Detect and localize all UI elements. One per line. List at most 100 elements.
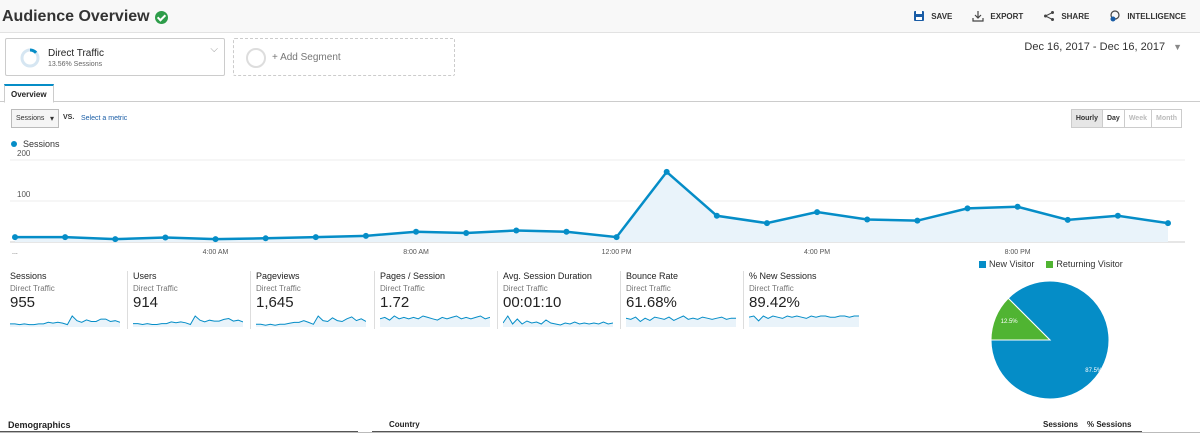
scorecard-value: 1.72 (380, 294, 410, 311)
export-button[interactable]: EXPORT (972, 10, 1023, 22)
data-point[interactable] (463, 229, 470, 236)
granularity-hourly[interactable]: Hourly (1071, 110, 1103, 127)
scorecard-segment: Direct Traffic (380, 284, 425, 293)
top-bar: Audience Overview SAVE EXPORT SHARE INTE… (0, 0, 1200, 33)
chevron-down-icon[interactable]: ⌵ (210, 44, 218, 55)
data-point[interactable] (964, 205, 971, 212)
share-button[interactable]: SHARE (1043, 10, 1089, 22)
export-label: EXPORT (990, 11, 1024, 21)
granularity-day[interactable]: Day (1102, 110, 1125, 127)
data-point[interactable] (112, 236, 119, 243)
intelligence-icon (1110, 10, 1120, 22)
sparkline-line (749, 315, 859, 322)
export-icon (972, 11, 985, 22)
divider (127, 271, 128, 329)
scorecard-sessions[interactable]: Sessions Direct Traffic 955 (10, 271, 126, 331)
visitor-pie-chart[interactable]: 87.5% 12.5% (987, 278, 1113, 402)
data-point[interactable] (262, 235, 269, 242)
date-range-picker[interactable]: Dec 16, 2017 - Dec 16, 2017 ▼ (1024, 41, 1182, 53)
metric-select[interactable]: Sessions (11, 109, 59, 128)
scorecard-pages-session[interactable]: Pages / Session Direct Traffic 1.72 (380, 271, 496, 331)
scorecard-users[interactable]: Users Direct Traffic 914 (133, 271, 249, 331)
sparkline (133, 315, 243, 327)
scorecard-title: Pageviews (256, 271, 300, 281)
data-point[interactable] (362, 232, 369, 239)
data-point[interactable] (1165, 220, 1171, 227)
verified-check-icon (154, 10, 168, 24)
data-point[interactable] (713, 212, 720, 219)
sparkline-line (503, 315, 613, 326)
data-point[interactable] (663, 168, 670, 175)
data-point[interactable] (613, 234, 620, 241)
granularity-week[interactable]: Week (1124, 110, 1152, 127)
date-range-label: Dec 16, 2017 - Dec 16, 2017 (1024, 41, 1166, 53)
data-point[interactable] (864, 216, 871, 223)
x-tick-label: 4:00 AM (203, 249, 229, 256)
scorecard-segment: Direct Traffic (133, 284, 178, 293)
legend-swatch (1046, 261, 1054, 269)
y-tick-label: 100 (17, 190, 31, 199)
save-button[interactable]: SAVE (913, 10, 952, 22)
data-point[interactable] (12, 234, 18, 241)
scorecard-segment: Direct Traffic (626, 284, 671, 293)
pie-slice-returning-visitor[interactable] (990, 297, 1052, 341)
segment-share: 13.56% Sessions (48, 61, 103, 68)
data-point[interactable] (212, 236, 219, 243)
tab-overview[interactable]: Overview (4, 84, 54, 103)
country-column-header[interactable]: Country (389, 420, 420, 429)
demographics-heading: Demographics (8, 420, 71, 430)
pie-slice-label: 87.5% (1085, 368, 1103, 374)
scorecard-segment: Direct Traffic (256, 284, 301, 293)
data-point[interactable] (563, 228, 570, 235)
sparkline (749, 315, 859, 327)
scorecard-new-sessions[interactable]: % New Sessions Direct Traffic 89.42% (749, 271, 865, 331)
x-tick-label: 8:00 PM (1005, 249, 1031, 256)
scorecard-avg-session-duration[interactable]: Avg. Session Duration Direct Traffic 00:01… (503, 271, 619, 331)
scorecard-segment: Direct Traffic (503, 284, 548, 293)
pct-sessions-column-header[interactable]: % Sessions (1087, 420, 1132, 429)
data-point[interactable] (1064, 216, 1071, 223)
select-metric-link[interactable]: Select a metric (81, 115, 128, 122)
granularity-month[interactable]: Month (1152, 110, 1181, 127)
share-icon (1044, 11, 1055, 21)
legend-dot (11, 141, 17, 147)
sparkline-line (10, 315, 120, 326)
data-point[interactable] (1114, 212, 1121, 219)
data-point[interactable] (763, 220, 770, 227)
data-point[interactable] (1014, 203, 1021, 210)
scorecard-value: 89.42% (749, 294, 800, 311)
divider (620, 271, 621, 329)
intelligence-button[interactable]: INTELLIGENCE (1109, 10, 1186, 22)
sessions-line-chart[interactable]: 100 200... 4:00 AM 8:00 AM 12:00 PM 4:00 PM 8:… (0, 150, 1200, 260)
data-point[interactable] (62, 234, 69, 241)
scorecard-bounce-rate[interactable]: Bounce Rate Direct Traffic 61.68% (626, 271, 742, 331)
data-point[interactable] (914, 217, 921, 224)
scorecard-pageviews[interactable]: Pageviews Direct Traffic 1,645 (256, 271, 372, 331)
sparkline-line (256, 315, 366, 326)
sessions-column-header[interactable]: Sessions (1043, 420, 1079, 429)
data-point[interactable] (162, 234, 169, 241)
legend-returning-visitor: Returning Visitor (1046, 259, 1123, 269)
scorecard-value: 61.68% (626, 294, 677, 311)
x-tick-label: 4:00 PM (804, 249, 830, 256)
granularity-toggle: Hourly Day Week Month (1070, 109, 1182, 128)
add-segment-label: + Add Segment (272, 52, 341, 63)
sparkline-line (626, 315, 736, 323)
legend-new-visitor: New Visitor (979, 259, 1034, 269)
data-point[interactable] (513, 227, 520, 234)
x-tick-label: 8:00 AM (403, 249, 429, 256)
segment-direct-traffic[interactable]: Direct Traffic 13.56% Sessions ⌵ (5, 38, 225, 76)
data-point[interactable] (413, 228, 420, 235)
data-point[interactable] (312, 234, 319, 241)
x-tick-label: ... (12, 249, 18, 256)
data-point[interactable] (814, 209, 821, 216)
legend-returning-visitor-label: Returning Visitor (1056, 259, 1123, 269)
divider (743, 271, 744, 329)
tab-bar: Overview (0, 82, 1200, 103)
scorecard-title: Pages / Session (380, 271, 446, 281)
pie-slice-label: 12.5% (1001, 319, 1019, 325)
add-segment-button[interactable]: + Add Segment (233, 38, 455, 76)
divider (374, 271, 375, 329)
legend-sessions: Sessions (23, 139, 60, 149)
scorecard-title: % New Sessions (749, 271, 817, 281)
